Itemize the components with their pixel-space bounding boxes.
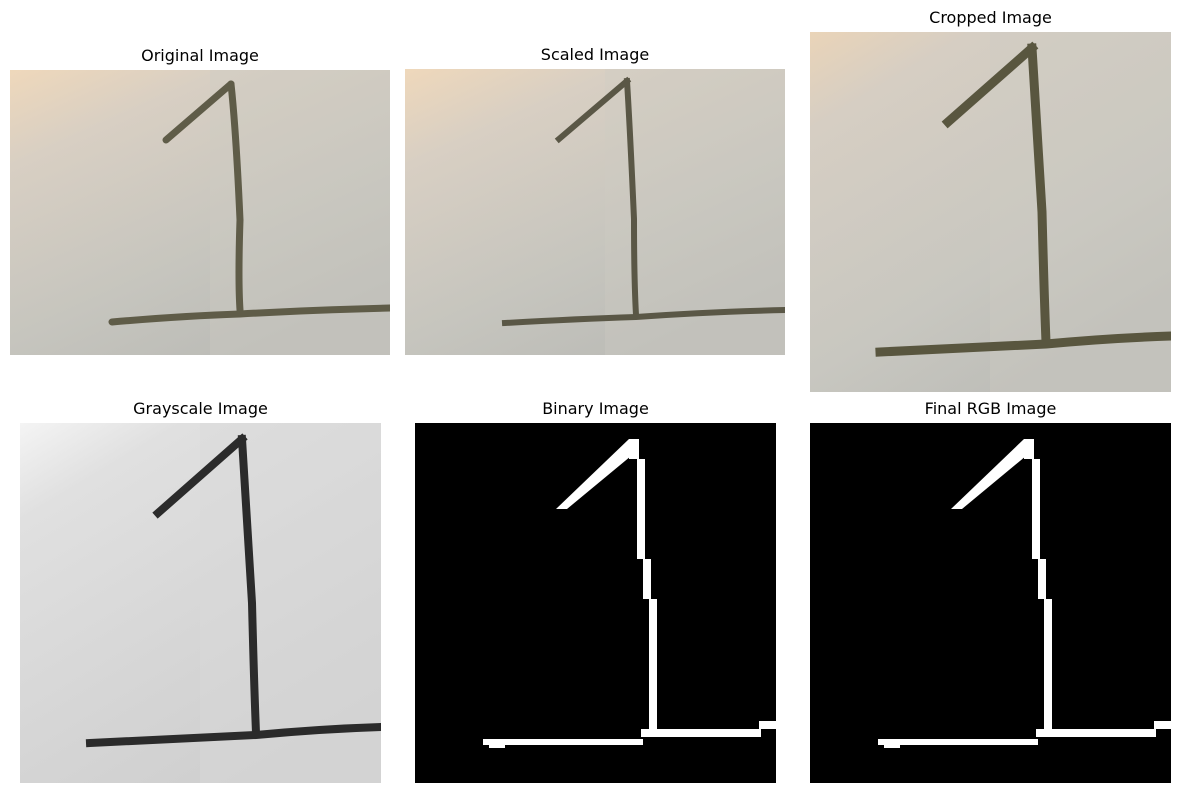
panel-title-final: Final RGB Image xyxy=(924,399,1057,418)
cropped-image xyxy=(810,32,1171,392)
panel-title-original: Original Image xyxy=(141,46,259,65)
panel-title-grayscale: Grayscale Image xyxy=(133,399,268,418)
final-rgb-image xyxy=(810,423,1171,783)
panel-title-binary: Binary Image xyxy=(542,399,649,418)
binary-image xyxy=(415,423,776,783)
original-image xyxy=(10,70,390,355)
scaled-image xyxy=(405,69,785,355)
grayscale-image xyxy=(20,423,381,783)
panel-title-scaled: Scaled Image xyxy=(540,45,650,64)
panel-title-cropped: Cropped Image xyxy=(929,8,1052,27)
